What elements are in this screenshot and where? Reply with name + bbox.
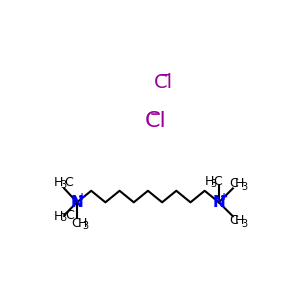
- Text: 3: 3: [83, 221, 89, 231]
- Text: C: C: [71, 217, 80, 230]
- Text: 3: 3: [241, 182, 247, 192]
- Text: +: +: [78, 192, 86, 202]
- Text: 3: 3: [60, 180, 66, 190]
- Text: C: C: [65, 209, 74, 222]
- Text: H: H: [77, 217, 87, 230]
- Text: +: +: [220, 192, 228, 202]
- Text: 3: 3: [211, 179, 217, 189]
- Text: H: H: [235, 214, 244, 227]
- Text: N: N: [212, 195, 225, 210]
- Text: Cl: Cl: [145, 112, 166, 131]
- Text: H: H: [205, 175, 214, 188]
- Text: Cl: Cl: [154, 73, 173, 92]
- Text: C: C: [64, 176, 73, 189]
- Text: C: C: [230, 177, 238, 190]
- Text: H: H: [54, 176, 63, 189]
- Text: C: C: [230, 214, 238, 227]
- Text: H: H: [54, 210, 63, 223]
- Text: C: C: [213, 175, 222, 188]
- Text: H: H: [235, 177, 244, 190]
- Text: 3: 3: [241, 219, 247, 229]
- Text: N: N: [71, 195, 83, 210]
- Text: 3: 3: [60, 214, 66, 224]
